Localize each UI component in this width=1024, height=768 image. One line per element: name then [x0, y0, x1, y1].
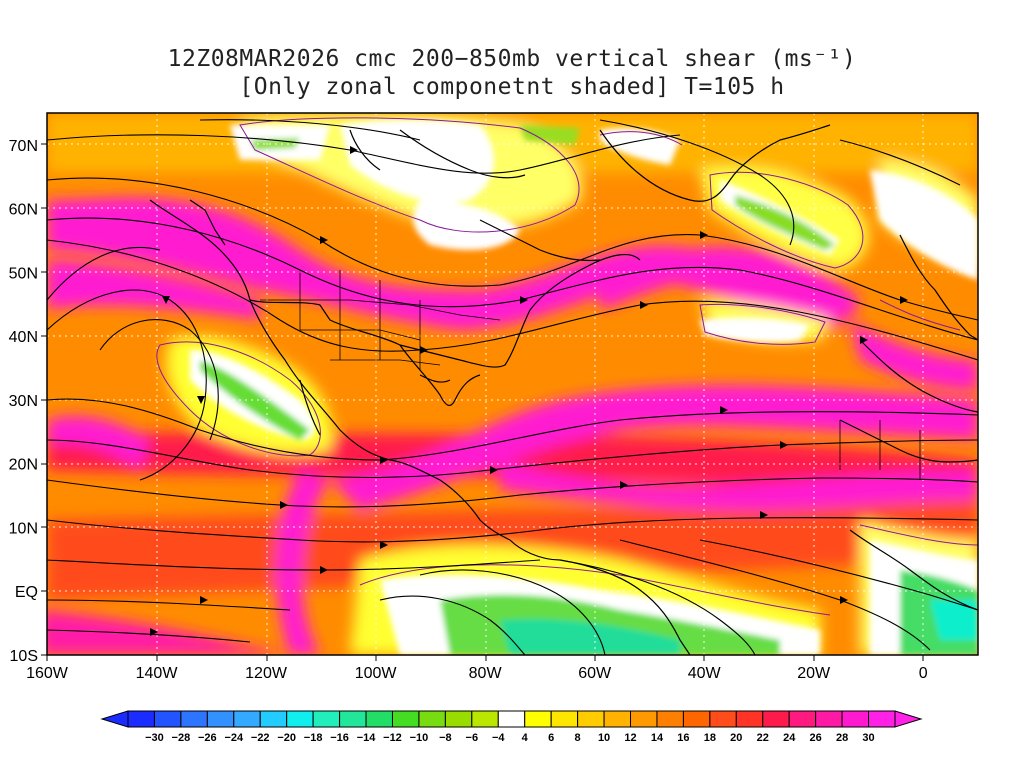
lon-label: 100W	[355, 665, 398, 682]
colorbar-label: −26	[198, 732, 217, 744]
colorbar-label: 28	[836, 732, 848, 744]
colorbar-swatch	[603, 710, 632, 728]
colorbar-swatch	[577, 710, 605, 728]
colorbar-label: −16	[330, 732, 349, 744]
longitude-labels: 160W 140W 120W 100W 80W 60W 40W 20W 0	[26, 665, 928, 682]
colorbar-label: −12	[383, 732, 402, 744]
colorbar-swatch	[868, 710, 896, 728]
colorbar-swatch	[444, 710, 473, 728]
colorbar-swatch	[788, 710, 817, 728]
colorbar-label: −30	[145, 732, 164, 744]
colorbar-swatch	[815, 710, 843, 728]
colorbar-label: 14	[651, 732, 664, 744]
colorbar-label: −24	[224, 732, 244, 744]
lat-label: 50N	[9, 265, 38, 282]
colorbar-swatch	[391, 710, 420, 728]
colorbar-label: 12	[624, 732, 636, 744]
colorbar-label: −22	[251, 732, 270, 744]
colorbar-swatch	[365, 710, 393, 728]
colorbar-swatch	[180, 710, 208, 728]
lon-label: 160W	[26, 665, 69, 682]
chart-title: 12Z08MAR2026 cmc 200−850mb vertical shea…	[167, 46, 857, 72]
colorbar-label: 24	[783, 732, 796, 744]
lat-label: 70N	[9, 138, 38, 155]
colorbar-label: 4	[522, 732, 529, 744]
colorbar-swatch	[418, 710, 446, 728]
graticule	[47, 113, 978, 655]
political-borders	[260, 270, 921, 480]
colorbar-swatch	[550, 710, 579, 728]
latitude-labels: 70N 60N 50N 40N 30N 20N 10N EQ 10S	[9, 138, 38, 665]
colorbar-label: 20	[730, 732, 742, 744]
colorbar-label: 22	[757, 732, 769, 744]
chart-subtitle: [Only zonal componetnt shaded] T=105 h	[239, 74, 785, 100]
colorbar-max-arrow	[894, 710, 923, 728]
colorbar-label: 26	[810, 732, 822, 744]
colorbar-swatch	[471, 710, 499, 728]
colorbar-swatch	[735, 710, 764, 728]
lat-label: 10N	[9, 520, 38, 537]
lat-label: 10S	[10, 648, 38, 665]
lat-label: EQ	[15, 584, 38, 601]
colorbar-swatch	[339, 710, 367, 728]
colorbar-label: 30	[862, 732, 874, 744]
colorbar-label: 8	[575, 732, 581, 744]
colorbar-swatch	[259, 710, 288, 728]
coastlines	[149, 124, 978, 655]
lat-label: 30N	[9, 393, 38, 410]
lon-label: 120W	[245, 665, 288, 682]
colorbar-swatch	[127, 710, 155, 728]
axis-ticks	[41, 143, 924, 661]
lon-label: 40W	[688, 665, 722, 682]
colorbar-swatch	[682, 710, 711, 728]
colorbar: −30 −28 −26 −24 −22 −20 −18 −16 −14 −12 −10 −8 −6 −4 4…	[100, 710, 923, 744]
lat-label: 20N	[9, 457, 38, 474]
colorbar-swatch	[709, 710, 737, 728]
colorbar-label: 18	[704, 732, 716, 744]
colorbar-swatch	[656, 710, 684, 728]
colorbar-label: −8	[439, 732, 452, 744]
colorbar-swatch	[312, 710, 341, 728]
colorbar-label: −18	[304, 732, 323, 744]
colorbar-swatch	[497, 710, 526, 728]
shear-field	[47, 113, 978, 655]
colorbar-swatch	[233, 710, 261, 728]
lat-label: 40N	[9, 329, 38, 346]
colorbar-label: 16	[677, 732, 689, 744]
colorbar-label: 6	[548, 732, 554, 744]
colorbar-swatch	[206, 710, 235, 728]
colorbar-swatch	[524, 710, 552, 728]
colorbar-swatch	[153, 710, 182, 728]
lon-label: 20W	[797, 665, 831, 682]
colorbar-swatch	[630, 710, 658, 728]
colorbar-label: 10	[598, 732, 610, 744]
colorbar-swatch	[841, 710, 870, 728]
lon-label: 80W	[469, 665, 503, 682]
streamlines	[47, 119, 978, 655]
stream-arrows	[150, 146, 908, 636]
lat-label: 60N	[9, 202, 38, 219]
colorbar-label: −6	[466, 732, 479, 744]
colorbar-label: −28	[172, 732, 191, 744]
colorbar-min-arrow	[100, 710, 129, 728]
lon-label: 60W	[578, 665, 612, 682]
lon-label: 140W	[136, 665, 179, 682]
colorbar-swatch	[762, 710, 790, 728]
colorbar-label: −20	[277, 732, 296, 744]
colorbar-label: −14	[357, 732, 377, 744]
lon-label: 0	[919, 665, 928, 682]
colorbar-label: −4	[492, 732, 505, 744]
colorbar-label: −10	[410, 732, 429, 744]
colorbar-swatch	[286, 710, 314, 728]
map-frame	[46, 112, 979, 656]
